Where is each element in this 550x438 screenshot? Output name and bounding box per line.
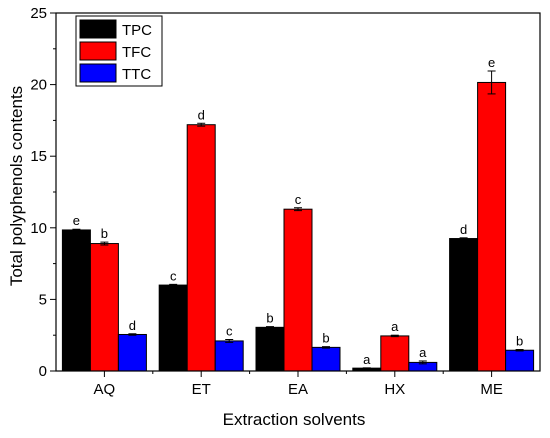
y-tick-label: 25 [30, 5, 47, 22]
significance-letter: a [419, 345, 427, 360]
error-bar-tfc-hx [390, 334, 399, 338]
bar-tfc-me [477, 81, 507, 372]
bar-tfc-hx [380, 335, 410, 372]
x-tick-label-aq: AQ [94, 381, 116, 398]
bar-tpc-ea [255, 326, 285, 372]
legend: TPC TFC TTC [75, 15, 163, 87]
x-tick-label-et: ET [192, 381, 211, 398]
significance-letter: b [266, 311, 273, 326]
error-bar-tpc-me [459, 237, 468, 240]
legend-item-tpc: TPC [79, 19, 152, 39]
y-axis-title: Total polyphenols contents [7, 86, 26, 286]
significance-letter: b [101, 226, 108, 241]
significance-letter: e [488, 55, 495, 70]
significance-letter: e [73, 213, 80, 228]
bar-tfc-et [186, 124, 216, 372]
legend-label: TTC [122, 66, 151, 83]
legend-item-ttc: TTC [79, 63, 151, 83]
bar-tpc-et [158, 284, 188, 372]
significance-letter: c [170, 268, 177, 283]
significance-letter: c [295, 192, 302, 207]
bar-tfc-aq [89, 243, 119, 372]
bar-tpc-aq [61, 229, 91, 372]
error-bar-tfc-me [487, 70, 496, 95]
bar-ttc-me [505, 349, 535, 372]
error-bar-tpc-hx [362, 367, 371, 369]
legend-label: TPC [122, 22, 152, 39]
x-tick-label-hx: HX [384, 381, 405, 398]
significance-letter: d [198, 107, 205, 122]
legend-swatch [79, 19, 117, 39]
significance-letter: a [363, 352, 371, 367]
x-tick-label-ea: EA [288, 381, 308, 398]
y-tick-label: 15 [30, 148, 47, 165]
significance-letter: b [516, 334, 523, 349]
bar-ttc-et [214, 340, 244, 372]
error-bar-ttc-et [225, 338, 234, 343]
error-bar-tpc-et [169, 283, 178, 287]
bar-ttc-ea [311, 346, 341, 372]
y-tick-label: 20 [30, 77, 47, 94]
significance-letter: b [322, 331, 329, 346]
error-bar-ttc-ea [322, 346, 330, 349]
error-bar-tfc-et [197, 122, 206, 127]
error-bar-tfc-aq [100, 241, 109, 246]
y-tick-label: 10 [30, 220, 47, 237]
y-tick-label: 5 [39, 291, 47, 308]
error-bar-ttc-me [515, 349, 524, 352]
error-bar-ttc-aq [128, 333, 137, 336]
legend-swatch [79, 41, 117, 61]
bar-tfc-ea [283, 208, 313, 372]
x-tick-label-me: ME [480, 381, 503, 398]
x-axis-title: Extraction solvents [223, 410, 366, 429]
significance-letter: a [391, 319, 399, 334]
bar-tpc-me [449, 238, 479, 372]
bars-layer: e b d c d c b c b a a a d e b [61, 55, 535, 372]
significance-letter: c [226, 323, 233, 338]
legend-item-tfc: TFC [79, 41, 151, 61]
legend-swatch [79, 63, 117, 83]
axes-layer: 0 5 10 15 20 25 AQ ET EA HX ME [30, 5, 541, 398]
error-bar-tpc-aq [72, 228, 81, 232]
y-tick-label: 0 [39, 363, 47, 380]
legend-label: TFC [122, 44, 151, 61]
error-bar-tpc-ea [266, 326, 274, 329]
significance-letter: d [460, 222, 467, 237]
error-bar-ttc-hx [418, 360, 427, 365]
significance-letter: d [129, 318, 136, 333]
error-bar-tfc-ea [294, 207, 302, 212]
bar-ttc-aq [117, 333, 147, 372]
